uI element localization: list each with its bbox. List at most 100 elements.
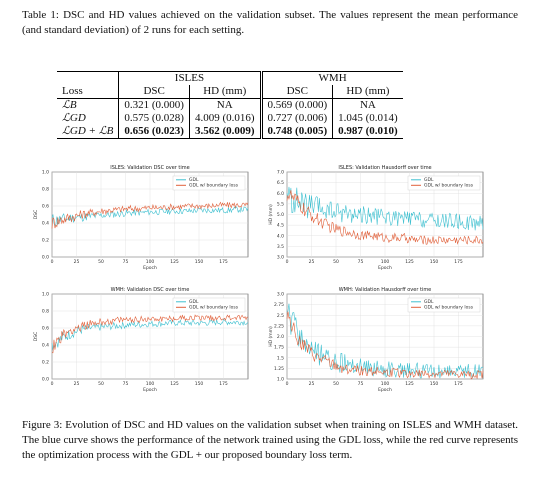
y-tick-label: 2.0 — [277, 334, 284, 340]
x-tick-label: 100 — [146, 381, 155, 387]
cell: 4.009 (0.016) — [188, 112, 262, 125]
x-tick-label: 0 — [286, 381, 289, 387]
y-axis-label: DSC — [33, 210, 39, 219]
y-tick-label: 0.8 — [42, 187, 49, 193]
y-tick-label: 0.4 — [42, 221, 49, 227]
cell: 0.656 (0.023) — [118, 125, 190, 139]
series-line-gdl_bl — [286, 190, 484, 245]
x-axis-label: Epoch — [143, 387, 157, 393]
legend-entry: GDL w/ boundary loss — [424, 183, 474, 189]
y-tick-label: 0.6 — [42, 326, 49, 332]
row-loss: ℒGD — [62, 112, 86, 124]
y-tick-label: 1.0 — [277, 377, 284, 383]
y-tick-label: 0.2 — [42, 360, 49, 366]
y-tick-label: 1.0 — [42, 292, 49, 298]
series-line-gdl — [286, 186, 484, 231]
y-tick-label: 1.75 — [274, 345, 284, 351]
y-tick-label: 1.0 — [42, 170, 49, 176]
col-isles-hd: HD (mm) — [188, 85, 262, 99]
y-tick-label: 4.5 — [277, 223, 284, 229]
table-row: ℒB 0.321 (0.000) NA 0.569 (0.000) NA — [57, 98, 403, 112]
cell: 1.045 (0.014) — [332, 112, 403, 125]
cell: 0.987 (0.010) — [332, 125, 403, 139]
x-tick-label: 150 — [195, 259, 204, 265]
cell: 0.748 (0.005) — [259, 125, 333, 139]
legend-entry: GDL — [189, 299, 199, 305]
x-tick-label: 100 — [381, 259, 390, 265]
col-isles-dsc: DSC — [118, 85, 190, 99]
y-tick-label: 3.5 — [277, 244, 284, 250]
table-group-header: ISLES WMH — [57, 71, 403, 85]
x-tick-label: 150 — [430, 381, 439, 387]
table-caption-text: DSC and HD values achieved on the valida… — [22, 9, 518, 36]
series-line-gdl — [51, 318, 249, 351]
chart-title: ISLES: Validation DSC over time — [110, 165, 189, 171]
y-tick-label: 0.4 — [42, 343, 49, 349]
x-tick-label: 75 — [123, 381, 129, 387]
y-axis-label: HD (mm) — [268, 326, 274, 347]
x-tick-label: 25 — [74, 381, 80, 387]
x-tick-label: 0 — [51, 381, 54, 387]
x-tick-label: 75 — [358, 381, 364, 387]
legend-entry: GDL w/ boundary loss — [189, 183, 239, 189]
table-column-header: Loss DSC HD (mm) DSC HD (mm) — [57, 85, 403, 99]
cell: 0.321 (0.000) — [118, 98, 190, 112]
series-line-gdl — [51, 206, 249, 227]
y-tick-label: 0.2 — [42, 238, 49, 244]
cell: 0.569 (0.000) — [259, 98, 333, 112]
group-wmh: WMH — [259, 71, 403, 85]
series-line-gdl_bl — [286, 311, 484, 380]
cell: 0.727 (0.006) — [259, 112, 333, 125]
x-tick-label: 50 — [98, 381, 104, 387]
cell: 0.575 (0.028) — [118, 112, 190, 125]
y-tick-label: 1.5 — [277, 355, 284, 361]
series-line-gdl_bl — [51, 314, 249, 354]
col-wmh-hd: HD (mm) — [332, 85, 403, 99]
table-caption-label: Table 1: — [22, 9, 59, 21]
group-isles: ISLES — [118, 71, 262, 85]
table-row: ℒGD 0.575 (0.028) 4.009 (0.016) 0.727 (0… — [57, 112, 403, 125]
x-tick-label: 0 — [51, 259, 54, 265]
legend-box — [172, 297, 246, 313]
x-tick-label: 125 — [405, 259, 414, 265]
plot-isles-dsc: ISLES: Validation DSC over time 0.0 0.2 0.4… — [30, 162, 255, 277]
y-axis-label: HD (mm) — [268, 204, 274, 225]
x-axis-label: Epoch — [378, 387, 392, 393]
legend-entry: GDL w/ boundary loss — [189, 305, 239, 311]
y-tick-label: 4.0 — [277, 233, 284, 239]
legend-entry: GDL — [424, 299, 434, 305]
y-tick-label: 3.0 — [277, 255, 284, 261]
x-tick-label: 175 — [454, 381, 463, 387]
x-tick-label: 125 — [170, 259, 179, 265]
cell: NA — [188, 98, 262, 112]
x-tick-label: 25 — [309, 259, 315, 265]
x-axis-label: Epoch — [143, 265, 157, 271]
x-tick-label: 0 — [286, 259, 289, 265]
row-loss: ℒGD + ℒB — [57, 125, 119, 139]
figure-caption-text: Evolution of DSC and HD values on the va… — [22, 419, 518, 461]
y-tick-label: 6.0 — [277, 191, 284, 197]
x-tick-label: 50 — [333, 381, 339, 387]
legend-entry: GDL w/ boundary loss — [424, 305, 474, 311]
chart-title: ISLES: Validation Hausdorff over time — [338, 165, 431, 171]
legend-entry: GDL — [424, 177, 434, 183]
col-loss: Loss — [57, 85, 119, 99]
table-caption: Table 1: DSC and HD values achieved on t… — [22, 8, 518, 38]
y-tick-label: 2.5 — [277, 313, 284, 319]
x-tick-label: 25 — [74, 259, 80, 265]
x-tick-label: 25 — [309, 381, 315, 387]
results-table: ISLES WMH Loss DSC HD (mm) DSC HD (mm) ℒ… — [57, 71, 403, 139]
x-tick-label: 75 — [123, 259, 129, 265]
y-tick-label: 5.5 — [277, 201, 284, 207]
plot-wmh-hd: WMH: Validation Hausdorff over time 1.0 1.… — [265, 284, 490, 399]
legend-box — [407, 175, 481, 191]
y-tick-label: 5.0 — [277, 212, 284, 218]
x-tick-label: 125 — [170, 381, 179, 387]
x-tick-label: 150 — [195, 381, 204, 387]
plot-wmh-dsc: WMH: Validation DSC over time 0.0 0.2 0.4 0.… — [30, 284, 255, 399]
x-tick-label: 175 — [219, 259, 228, 265]
x-tick-label: 175 — [219, 381, 228, 387]
x-tick-label: 50 — [333, 259, 339, 265]
legend-box — [172, 175, 246, 191]
chart-title: WMH: Validation DSC over time — [111, 287, 190, 293]
